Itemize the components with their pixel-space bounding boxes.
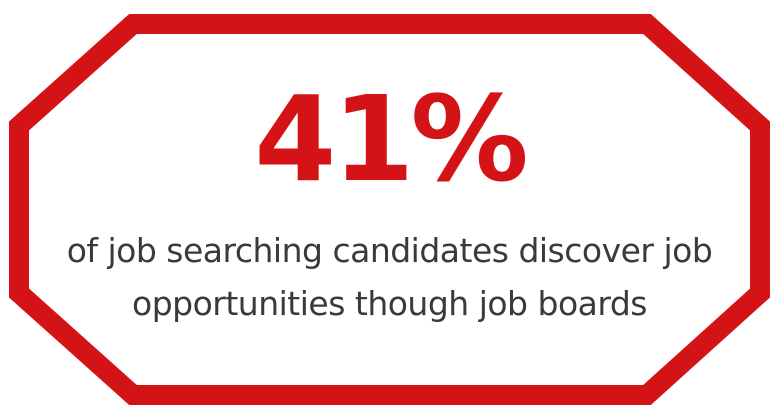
- stat-caption: of job searching candidates discover job…: [0, 224, 779, 330]
- caption-line-1: of job searching candidates discover job: [66, 231, 713, 270]
- stat-value: 41%: [254, 70, 528, 208]
- caption-line-2: opportunities though job boards: [132, 284, 647, 323]
- octagon-border: [9, 14, 770, 405]
